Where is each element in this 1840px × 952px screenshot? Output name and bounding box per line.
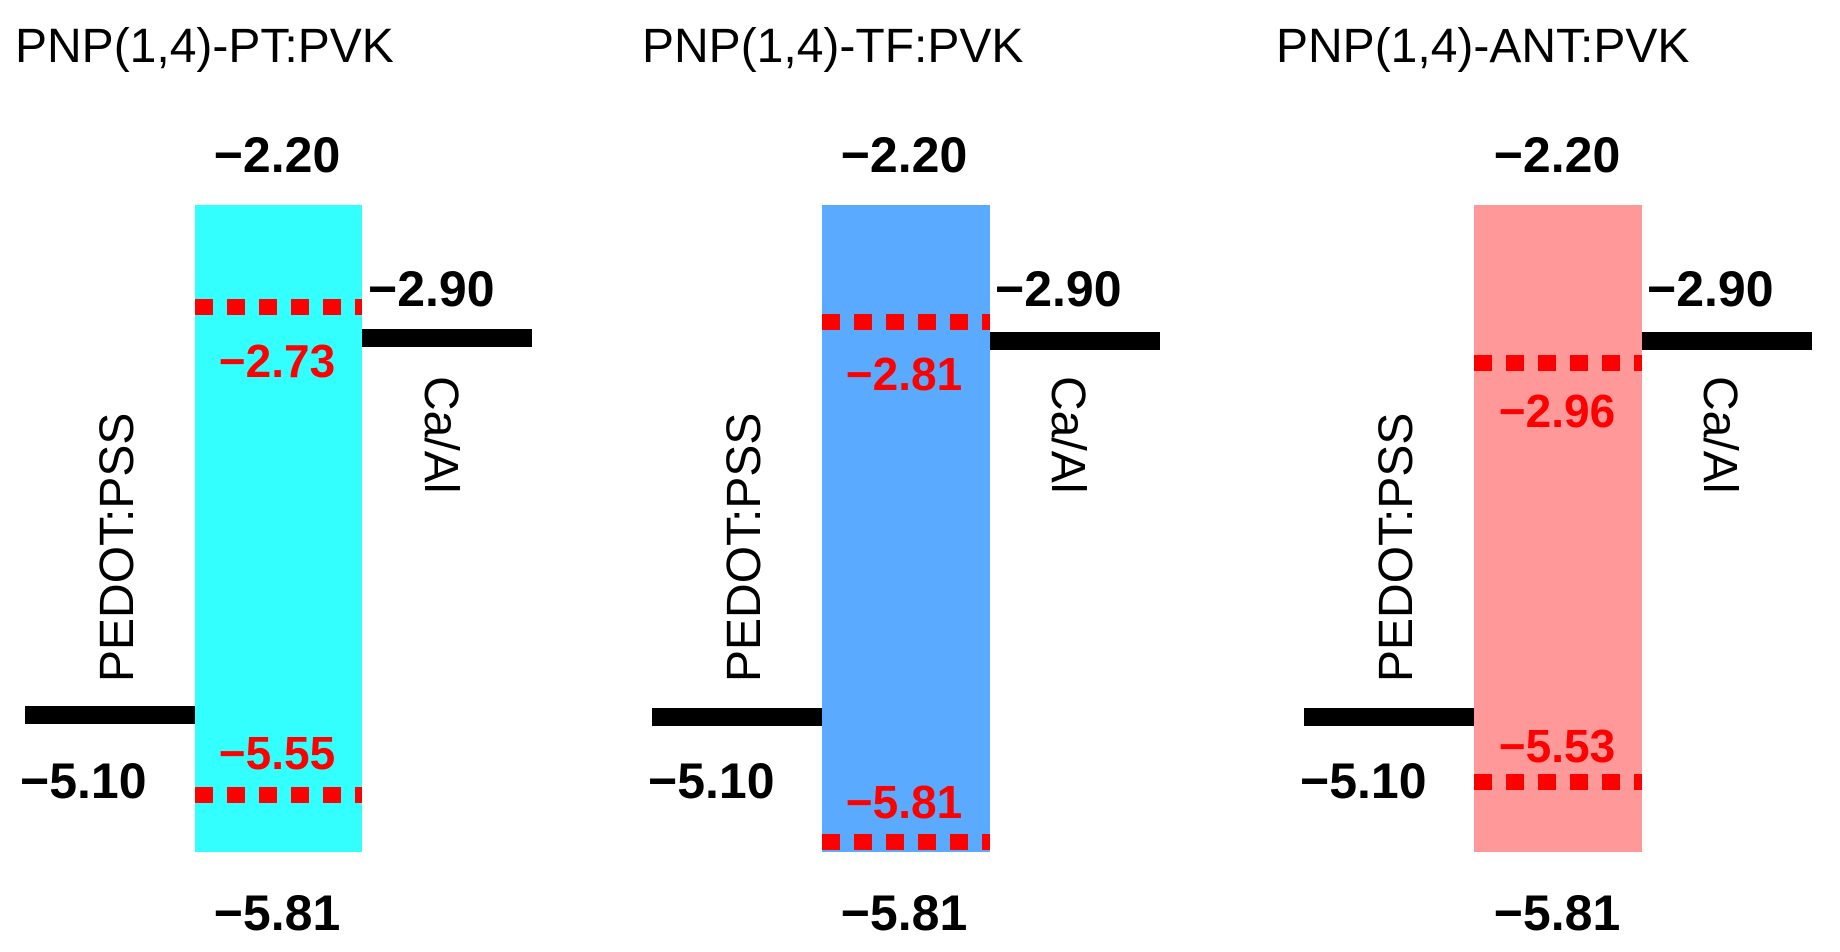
dopant-lumo-value: −2.73 <box>219 335 335 387</box>
dopant-homo-value: −5.81 <box>846 776 962 828</box>
panel-title: PNP(1,4)-TF:PVK <box>642 20 1023 73</box>
cathode-label: Ca/Al <box>1041 376 1094 493</box>
cathode-value: −2.90 <box>1647 261 1774 317</box>
dopant-lumo-value: −2.96 <box>1499 385 1615 437</box>
host-homo-value: −5.81 <box>214 885 341 941</box>
panel-title: PNP(1,4)-PT:PVK <box>15 20 394 73</box>
dopant-lumo-value: −2.81 <box>846 348 962 400</box>
panel-title: PNP(1,4)-ANT:PVK <box>1276 20 1689 73</box>
cathode-label: Ca/Al <box>414 376 467 493</box>
panel-ant: PNP(1,4)-ANT:PVK −2.20 −2.96 −5.53 −5.10… <box>1276 20 1812 941</box>
anode-label: PEDOT:PSS <box>1370 413 1423 682</box>
dopant-homo-value: −5.55 <box>219 727 335 779</box>
anode-value: −5.10 <box>1300 753 1427 809</box>
cathode-value: −2.90 <box>368 261 495 317</box>
host-lumo-value: −2.20 <box>841 127 968 183</box>
panel-tf: PNP(1,4)-TF:PVK −2.20 −2.81 −5.81 −5.10 … <box>642 20 1160 941</box>
host-band <box>1474 205 1642 852</box>
host-homo-value: −5.81 <box>841 885 968 941</box>
anode-label: PEDOT:PSS <box>91 413 144 682</box>
host-lumo-value: −2.20 <box>214 127 341 183</box>
cathode-label: Ca/Al <box>1693 376 1746 493</box>
host-homo-value: −5.81 <box>1494 885 1621 941</box>
panel-pt: PNP(1,4)-PT:PVK −2.20 −2.73 −5.55 −5.10 … <box>15 20 532 941</box>
anode-value: −5.10 <box>648 753 775 809</box>
anode-value: −5.10 <box>20 753 147 809</box>
host-band <box>822 205 990 852</box>
anode-label: PEDOT:PSS <box>718 413 771 682</box>
cathode-value: −2.90 <box>995 261 1122 317</box>
host-lumo-value: −2.20 <box>1494 127 1621 183</box>
dopant-homo-value: −5.53 <box>1499 720 1615 772</box>
